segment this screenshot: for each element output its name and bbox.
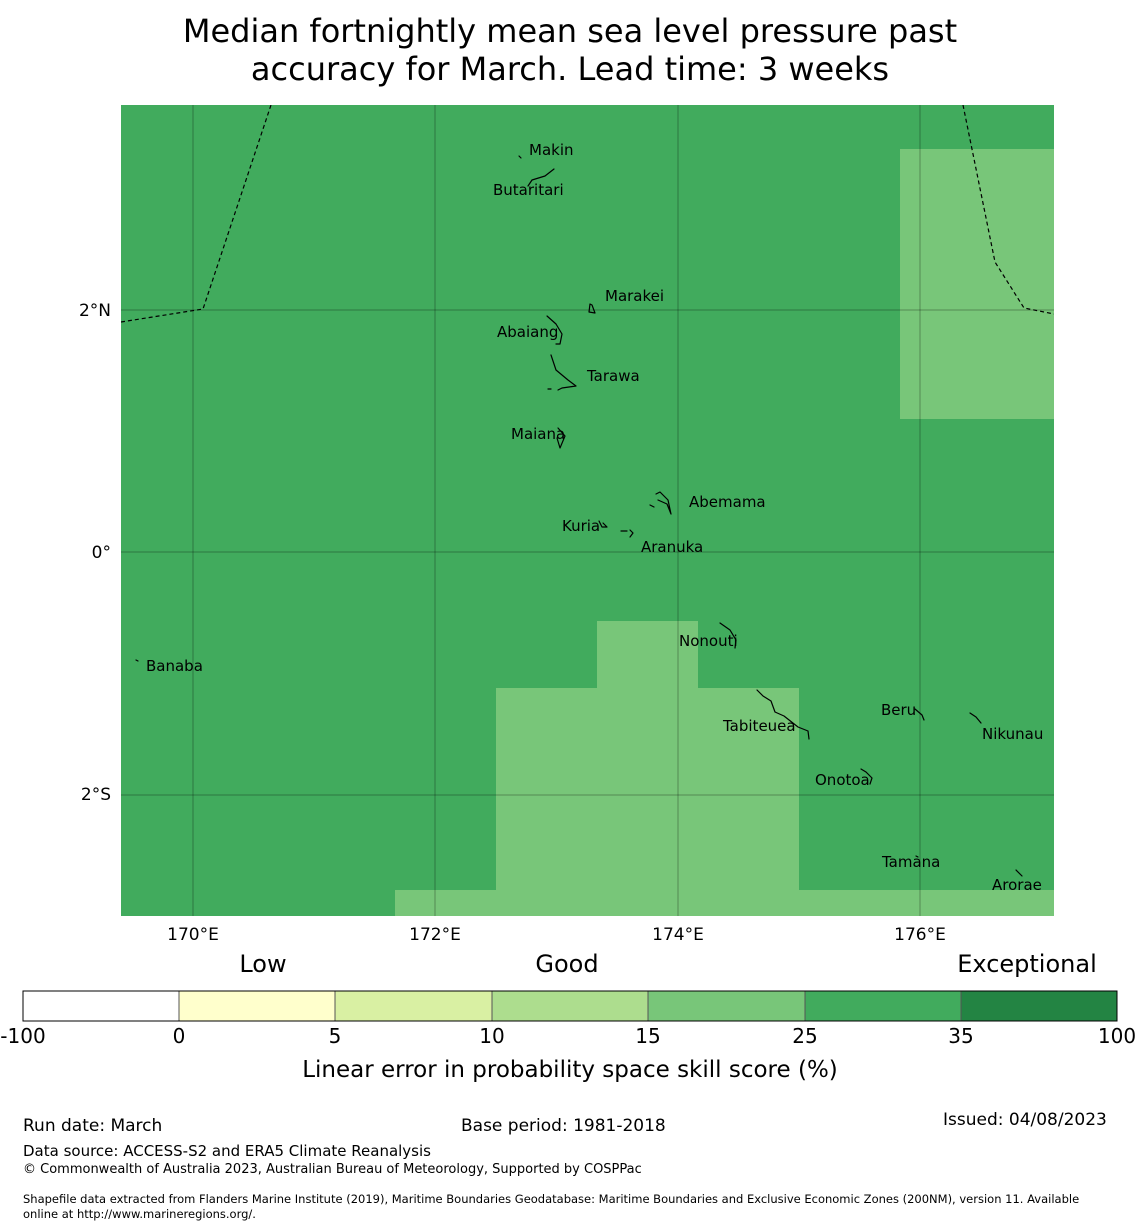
place-label-butaritari: Butaritari bbox=[493, 181, 564, 199]
abaiang-island bbox=[546, 315, 563, 345]
legend-colorbar bbox=[22, 990, 1118, 1022]
legend-category-exceptional: Exceptional bbox=[957, 950, 1097, 978]
nonouti-island bbox=[719, 622, 737, 649]
colorbar-tick-2: 5 bbox=[329, 1024, 342, 1048]
island-outlines bbox=[135, 155, 1023, 877]
colorbar-tick-1: 0 bbox=[173, 1024, 186, 1048]
butaritari-island bbox=[527, 168, 555, 187]
beru-island bbox=[914, 708, 925, 721]
place-label-tabiteuea: Tabiteuea bbox=[722, 717, 796, 735]
colorbar-segment-5 bbox=[805, 991, 961, 1021]
lon-label-176e: 176°E bbox=[894, 925, 946, 945]
place-label-abemama: Abemama bbox=[689, 493, 766, 511]
place-label-makin: Makin bbox=[529, 141, 574, 159]
colorbar-segment-6 bbox=[961, 991, 1117, 1021]
nikunau-island bbox=[969, 712, 982, 724]
lat-label-0: 0° bbox=[92, 543, 111, 563]
shapefile-credit-line-1: Shapefile data extracted from Flanders M… bbox=[23, 1192, 1080, 1206]
place-label-beru: Beru bbox=[881, 701, 916, 719]
legend-category-good: Good bbox=[535, 950, 598, 978]
lon-label-174e: 174°E bbox=[652, 925, 704, 945]
place-label-onotoa: Onotoa bbox=[815, 771, 870, 789]
place-label-banaba: Banaba bbox=[146, 657, 203, 675]
map-gridlines bbox=[121, 105, 1054, 916]
colorbar-tick-4: 15 bbox=[635, 1024, 660, 1048]
shapefile-credit-line-2: online at http://www.marineregions.org/. bbox=[23, 1207, 256, 1221]
colorbar-segment-0 bbox=[23, 991, 179, 1021]
colorbar-tick-3: 10 bbox=[479, 1024, 504, 1048]
tamana-island bbox=[915, 855, 919, 858]
tarawa-island bbox=[547, 354, 577, 391]
tabiteuea-island bbox=[756, 689, 810, 740]
place-label-maiana: Maiana bbox=[511, 425, 565, 443]
lat-label-2s: 2°S bbox=[81, 785, 111, 805]
banaba-island bbox=[135, 659, 139, 662]
colorbar-segment-3 bbox=[492, 991, 648, 1021]
colorbar-segment-1 bbox=[179, 991, 335, 1021]
place-labels: Makin Butaritari Marakei Abaiang Tarawa … bbox=[146, 141, 1043, 894]
makin-island bbox=[518, 155, 522, 159]
base-period: Base period: 1981-2018 bbox=[461, 1116, 666, 1136]
legend-category-low: Low bbox=[239, 950, 286, 978]
place-label-tamana: Tamana bbox=[881, 853, 940, 871]
place-label-abaiang: Abaiang bbox=[497, 323, 558, 341]
marakei-island bbox=[588, 303, 596, 314]
colorbar-tick-6: 35 bbox=[948, 1024, 973, 1048]
onotoa-island bbox=[860, 768, 873, 785]
map-title-line-2: accuracy for March. Lead time: 3 weeks bbox=[250, 50, 890, 88]
maiana-island bbox=[556, 427, 566, 449]
copyright: © Commonwealth of Australia 2023, Austra… bbox=[23, 1162, 642, 1177]
colorbar-segment-2 bbox=[335, 991, 492, 1021]
colorbar-label: Linear error in probability space skill … bbox=[302, 1057, 838, 1083]
issued-date: Issued: 04/08/2023 bbox=[943, 1110, 1107, 1130]
run-date: Run date: March bbox=[23, 1116, 163, 1136]
kuria-island bbox=[598, 520, 608, 528]
lon-label-172e: 172°E bbox=[409, 925, 461, 945]
arorae-island bbox=[1015, 869, 1023, 877]
abemama-island bbox=[649, 491, 672, 515]
lat-label-2n: 2°N bbox=[79, 301, 111, 321]
aranuka-island bbox=[620, 529, 634, 538]
eez-boundary-west bbox=[121, 105, 272, 323]
data-source: Data source: ACCESS-S2 and ERA5 Climate … bbox=[23, 1142, 431, 1160]
place-label-tarawa: Tarawa bbox=[586, 367, 640, 385]
place-label-marakei: Marakei bbox=[605, 287, 664, 305]
place-label-aranuka: Aranuka bbox=[641, 538, 703, 556]
map-title-line-1: Median fortnightly mean sea level pressu… bbox=[182, 12, 958, 50]
legend-categories: Low Good Exceptional bbox=[239, 950, 1096, 978]
eez-boundary-east bbox=[962, 105, 1054, 315]
place-label-arorae: Arorae bbox=[992, 876, 1042, 894]
place-label-nikunau: Nikunau bbox=[982, 725, 1043, 743]
colorbar-tick-7: 100 bbox=[1098, 1024, 1136, 1048]
colorbar-tick-5: 25 bbox=[792, 1024, 817, 1048]
lon-label-170e: 170°E bbox=[167, 925, 219, 945]
colorbar-tick-0: -100 bbox=[0, 1024, 45, 1048]
place-label-kuria: Kuria bbox=[562, 517, 600, 535]
longitude-labels: 170°E 172°E 174°E 176°E bbox=[167, 925, 946, 945]
skill-25-regions bbox=[395, 149, 1054, 916]
colorbar-segment-4 bbox=[648, 991, 805, 1021]
latitude-labels: 2°N 0° 2°S bbox=[79, 301, 111, 805]
place-label-nonouti: Nonouti bbox=[679, 632, 738, 650]
colorbar-ticks: -100 0 5 10 15 25 35 100 bbox=[0, 1024, 1136, 1048]
